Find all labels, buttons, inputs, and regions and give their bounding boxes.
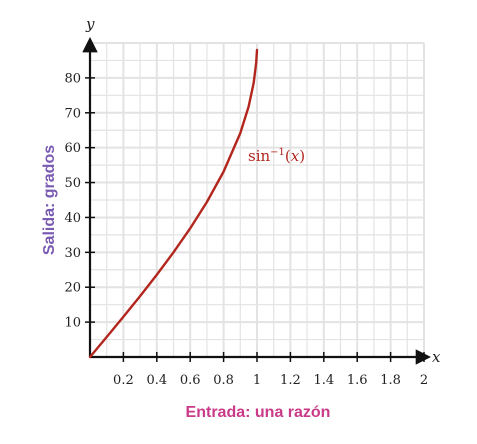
- y-axis-title: Salida: grados: [41, 145, 58, 255]
- y-tick-label: 20: [64, 281, 81, 296]
- x-axis-variable: x: [432, 348, 441, 366]
- x-tick-label: 1: [253, 373, 261, 388]
- y-tick-label: 10: [64, 316, 81, 331]
- y-tick-label: 40: [64, 211, 81, 226]
- y-tick-label: 70: [64, 106, 81, 121]
- curve-label: sin−1(x): [248, 147, 305, 165]
- arcsin-curve: [88, 48, 259, 359]
- x-tick-label: 0.4: [146, 373, 167, 388]
- curve-layer: [88, 48, 259, 359]
- x-tick-label: 1.6: [347, 373, 368, 388]
- y-tick-label: 60: [64, 141, 81, 156]
- x-tick-label: 1.2: [280, 373, 301, 388]
- x-tick-label: 1.8: [380, 373, 401, 388]
- y-tick-label: 80: [64, 71, 81, 86]
- x-axis-title: Entrada: una razón: [186, 404, 331, 421]
- grid: [90, 42, 425, 357]
- axes: [82, 36, 432, 365]
- y-axis-variable: y: [85, 15, 95, 33]
- x-tick-label: 0.8: [213, 373, 234, 388]
- x-tick-label: 0.2: [113, 373, 134, 388]
- x-tick-label: 0.6: [180, 373, 201, 388]
- y-tick-label: 30: [64, 246, 81, 261]
- y-tick-label: 50: [64, 176, 81, 191]
- x-tick-label: 1.4: [313, 373, 334, 388]
- tick-labels: 0.2 0.4 0.6 0.8 1 1.2 1.4 1.6 1.8 2 10 20 30 40 50 60 70…: [64, 71, 428, 388]
- x-tick-label: 2: [420, 373, 428, 388]
